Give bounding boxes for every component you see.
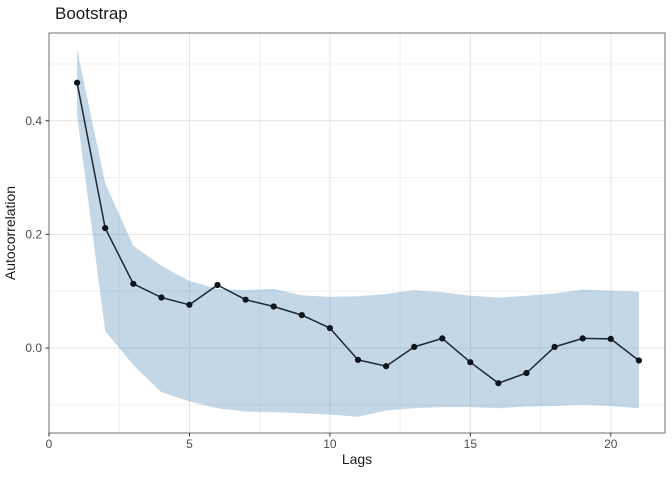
x-tick-label: 0	[46, 437, 53, 451]
acf-point	[383, 363, 390, 370]
acf-point	[270, 303, 277, 310]
acf-point	[242, 296, 249, 303]
y-tick-label: 0.0	[25, 341, 42, 355]
x-tick-label: 20	[604, 437, 618, 451]
x-tick-label: 10	[323, 437, 337, 451]
acf-point	[495, 380, 502, 387]
acf-point	[102, 225, 109, 232]
acf-point	[523, 369, 530, 377]
acf-point	[635, 357, 643, 364]
acf-point	[130, 280, 137, 287]
acf-point	[74, 79, 81, 86]
plot-panel	[49, 33, 665, 433]
acf-point	[439, 335, 446, 342]
acf-point	[214, 281, 221, 289]
acf-point	[607, 335, 614, 342]
x-tick-label: 15	[464, 437, 478, 451]
acf-point	[326, 325, 333, 332]
confidence-ribbon	[77, 49, 639, 417]
acf-point	[298, 312, 305, 319]
plot-title: Bootstrap	[55, 4, 128, 23]
acf-point	[354, 356, 362, 363]
x-tick-label: 5	[186, 437, 193, 451]
acf-point	[551, 343, 558, 350]
acf-point	[579, 335, 586, 342]
panel-border	[48, 32, 666, 434]
acf-point	[467, 359, 474, 366]
acf-point	[411, 343, 418, 350]
acf-point	[186, 301, 193, 308]
acf-point	[158, 294, 165, 301]
y-tick-label: 0.2	[25, 227, 42, 241]
y-tick-label: 0.4	[25, 114, 42, 128]
x-axis-title: Lags	[341, 451, 373, 467]
y-axis-title: Autocorrelation	[2, 185, 18, 281]
